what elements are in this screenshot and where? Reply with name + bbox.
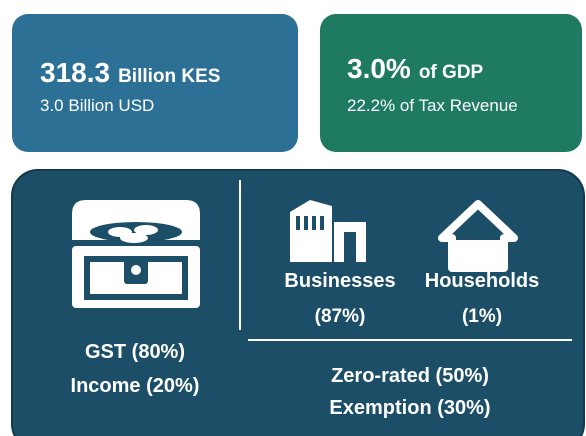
cost-unit: Billion KES [118, 66, 220, 87]
type-item: Zero-rated (50%) [331, 365, 489, 387]
gdp-sub: 22.2% of Tax Revenue [347, 96, 518, 115]
type-item: Exemption (30%) [329, 397, 490, 419]
chest-icon [72, 200, 200, 308]
house-icon [438, 200, 518, 272]
building-icon [290, 200, 366, 262]
beneficiary-share: (1%) [462, 306, 502, 327]
cost-sub: 3.0 Billion USD [40, 96, 154, 115]
cost-headline: 318.3 Billion KES [40, 57, 220, 88]
beneficiary-name: Businesses [284, 270, 395, 292]
gdp-headline: 3.0% of GDP [347, 53, 484, 84]
beneficiary-name: Households [425, 270, 539, 292]
gdp-unit: of GDP [419, 62, 484, 83]
card-gdp [320, 14, 582, 152]
gdp-value: 3.0% [347, 53, 411, 84]
tax-item: Income (20%) [71, 375, 200, 397]
card-cost [12, 14, 298, 152]
beneficiary-share: (87%) [315, 306, 366, 327]
cost-value: 318.3 [40, 57, 110, 88]
tax-item: GST (80%) [85, 341, 185, 363]
